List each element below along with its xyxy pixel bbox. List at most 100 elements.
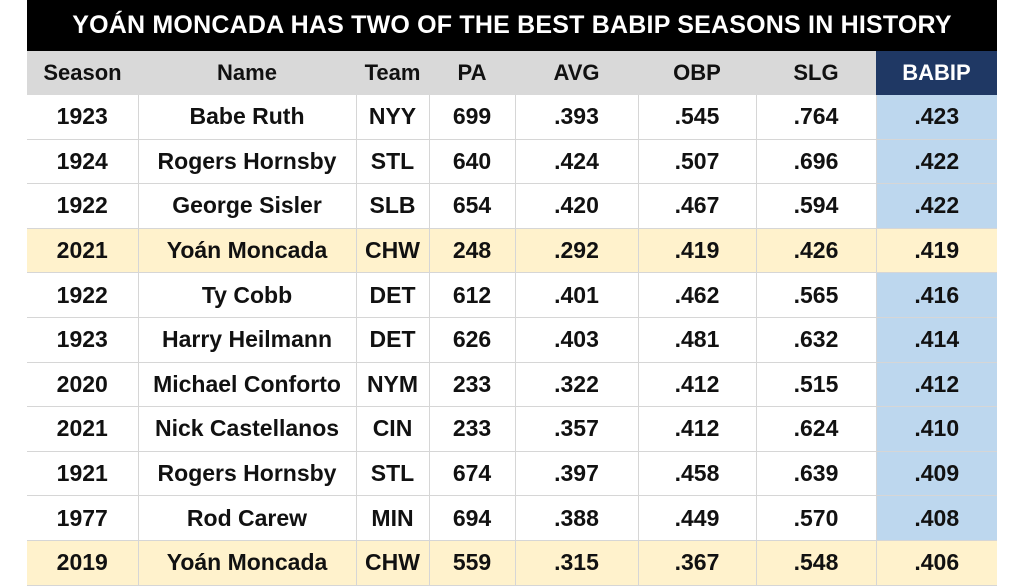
cell-slg: .594	[756, 183, 877, 229]
cell-slg: .565	[756, 272, 877, 318]
cell-babip: .406	[876, 540, 997, 586]
header-name: Name	[138, 51, 356, 95]
cell-pa: 248	[429, 228, 516, 274]
cell-avg: .322	[515, 362, 639, 408]
cell-babip: .423	[876, 95, 997, 140]
cell-season: 1923	[27, 95, 139, 140]
cell-avg: .424	[515, 139, 639, 185]
table-row: 2021 Nick Castellanos CIN 233.357.412.624.4…	[27, 406, 997, 452]
cell-obp: .449	[638, 495, 757, 541]
header-pa: PA	[429, 51, 515, 95]
cell-babip: .414	[876, 317, 997, 363]
cell-name: Rogers Hornsby	[138, 139, 357, 185]
cell-avg: .357	[515, 406, 639, 452]
cell-avg: .420	[515, 183, 639, 229]
cell-pa: 612	[429, 272, 516, 318]
cell-team: CIN	[356, 406, 430, 452]
cell-avg: .393	[515, 95, 639, 140]
cell-pa: 559	[429, 540, 516, 586]
graphic-title: YOÁN MONCADA HAS TWO OF THE BEST BABIP S…	[27, 0, 997, 51]
table-row: 2019 Yoán Moncada CHW 559.315.367.548.406	[27, 540, 997, 586]
cell-obp: .467	[638, 183, 757, 229]
cell-babip: .416	[876, 272, 997, 318]
cell-season: 1922	[27, 272, 139, 318]
cell-avg: .403	[515, 317, 639, 363]
cell-obp: .507	[638, 139, 757, 185]
cell-avg: .292	[515, 228, 639, 274]
cell-season: 2021	[27, 406, 139, 452]
cell-pa: 626	[429, 317, 516, 363]
cell-name: Nick Castellanos	[138, 406, 357, 452]
table-body: 1923 Babe Ruth NYY 699.393.545.764.423 1924 R…	[27, 95, 997, 586]
cell-team: SLB	[356, 183, 430, 229]
table-row: 1923 Harry Heilmann DET 626.403.481.632.414	[27, 317, 997, 363]
table-row: 1921 Rogers Hornsby STL 674.397.458.639.409	[27, 451, 997, 497]
cell-slg: .624	[756, 406, 877, 452]
cell-team: MIN	[356, 495, 430, 541]
cell-obp: .462	[638, 272, 757, 318]
cell-slg: .696	[756, 139, 877, 185]
cell-babip: .409	[876, 451, 997, 497]
table-row: 2020 Michael Conforto NYM 233.322.412.515.4…	[27, 362, 997, 408]
cell-slg: .548	[756, 540, 877, 586]
cell-obp: .458	[638, 451, 757, 497]
cell-name: Yoán Moncada	[138, 228, 357, 274]
cell-season: 1924	[27, 139, 139, 185]
cell-name: Michael Conforto	[138, 362, 357, 408]
cell-slg: .570	[756, 495, 877, 541]
cell-babip: .419	[876, 228, 997, 274]
cell-babip: .422	[876, 183, 997, 229]
cell-team: CHW	[356, 228, 430, 274]
cell-pa: 233	[429, 362, 516, 408]
cell-avg: .401	[515, 272, 639, 318]
header-row: Season Name Team PA AVG OBP SLG BABIP	[27, 51, 997, 95]
cell-obp: .419	[638, 228, 757, 274]
cell-avg: .397	[515, 451, 639, 497]
header-babip: BABIP	[876, 51, 997, 95]
table-row: 1977 Rod Carew MIN 694.388.449.570.408	[27, 495, 997, 541]
cell-team: STL	[356, 451, 430, 497]
cell-season: 2021	[27, 228, 139, 274]
table-row: 1923 Babe Ruth NYY 699.393.545.764.423	[27, 95, 997, 140]
cell-babip: .412	[876, 362, 997, 408]
cell-team: CHW	[356, 540, 430, 586]
cell-team: DET	[356, 317, 430, 363]
cell-babip: .408	[876, 495, 997, 541]
cell-obp: .367	[638, 540, 757, 586]
cell-slg: .515	[756, 362, 877, 408]
header-season: Season	[27, 51, 138, 95]
cell-name: Yoán Moncada	[138, 540, 357, 586]
table-row: 1922 George Sisler SLB 654.420.467.594.422	[27, 183, 997, 229]
header-slg: SLG	[756, 51, 876, 95]
cell-pa: 233	[429, 406, 516, 452]
cell-team: DET	[356, 272, 430, 318]
cell-season: 2019	[27, 540, 139, 586]
cell-name: Babe Ruth	[138, 95, 357, 140]
cell-babip: .422	[876, 139, 997, 185]
header-avg: AVG	[515, 51, 638, 95]
cell-team: STL	[356, 139, 430, 185]
cell-name: Rogers Hornsby	[138, 451, 357, 497]
table-row: 2021 Yoán Moncada CHW 248.292.419.426.419	[27, 228, 997, 274]
table-row: 1922 Ty Cobb DET 612.401.462.565.416	[27, 272, 997, 318]
cell-obp: .481	[638, 317, 757, 363]
babip-table: Season Name Team PA AVG OBP SLG BABIP 19…	[27, 51, 997, 586]
cell-pa: 640	[429, 139, 516, 185]
header-obp: OBP	[638, 51, 756, 95]
cell-season: 1977	[27, 495, 139, 541]
cell-avg: .315	[515, 540, 639, 586]
cell-slg: .764	[756, 95, 877, 140]
cell-slg: .632	[756, 317, 877, 363]
cell-slg: .426	[756, 228, 877, 274]
cell-obp: .412	[638, 406, 757, 452]
cell-season: 1921	[27, 451, 139, 497]
cell-avg: .388	[515, 495, 639, 541]
cell-pa: 654	[429, 183, 516, 229]
cell-season: 1922	[27, 183, 139, 229]
table-row: 1924 Rogers Hornsby STL 640.424.507.696.422	[27, 139, 997, 185]
cell-pa: 699	[429, 95, 516, 140]
cell-obp: .545	[638, 95, 757, 140]
cell-name: Ty Cobb	[138, 272, 357, 318]
cell-name: Harry Heilmann	[138, 317, 357, 363]
cell-season: 2020	[27, 362, 139, 408]
